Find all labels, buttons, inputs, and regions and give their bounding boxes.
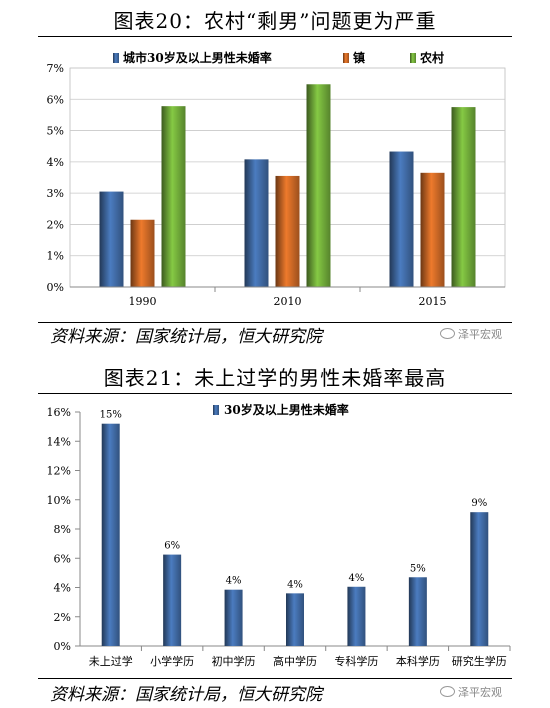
- chart1-bar: [306, 84, 331, 287]
- chart2-x-tick-label: 初中学历: [212, 654, 256, 668]
- chart2-bar: [224, 589, 243, 646]
- chart1-x-tick-label: 2015: [419, 295, 447, 308]
- chart2-watermark-text: 泽平宏观: [458, 686, 502, 699]
- chart2-bar: [163, 554, 182, 646]
- chart1-y-tick-label: 7%: [47, 62, 64, 75]
- chart1-y-tick-label: 1%: [47, 250, 64, 263]
- chart1-y-tick-label: 0%: [47, 281, 64, 294]
- chart2-title-rule: [38, 393, 512, 394]
- chart1-watermark-text: 泽平宏观: [458, 328, 502, 341]
- chart2-x-tick-label: 研究生学历: [452, 654, 507, 668]
- chart1-bar: [389, 151, 414, 287]
- chart1-legend-swatch: [410, 53, 416, 63]
- chart2-x-tick-label: 本科学历: [396, 654, 440, 668]
- chart2-title: 图表21：未上过学的男性未婚率最高: [103, 366, 447, 390]
- chart2-y-tick-label: 0%: [54, 640, 71, 653]
- chart1-watermark: 泽平宏观: [440, 326, 502, 342]
- chart2-bar: [286, 593, 304, 646]
- chart2-x-tick-label: 小学学历: [150, 654, 194, 668]
- chart2-bottom-rule: [38, 678, 512, 679]
- chart1-y-tick-label: 6%: [47, 93, 64, 106]
- chart2-x-tick-label: 未上过学: [89, 654, 133, 668]
- chart1-x-tick-label: 2010: [274, 295, 302, 308]
- chart1-bar: [244, 159, 269, 287]
- chart2-data-label: 4%: [287, 579, 303, 590]
- chart1-legend-label: 城市30岁及以上男性未婚率: [123, 50, 272, 65]
- chart2-data-label: 15%: [100, 410, 122, 421]
- chart2-y-tick-label: 2%: [54, 611, 71, 624]
- chart1-y-tick-label: 4%: [47, 156, 64, 169]
- chart2-y-tick-label: 14%: [47, 435, 71, 448]
- chart2-y-tick-label: 12%: [47, 465, 71, 478]
- chart1-title: 图表20：农村“剩男”问题更为严重: [113, 9, 437, 33]
- chart2-data-label: 6%: [164, 541, 180, 552]
- chart2-bar: [347, 586, 366, 646]
- chart1-source: 资料来源：国家统计局，恒大研究院: [50, 327, 322, 347]
- chart2-y-tick-label: 10%: [47, 494, 71, 507]
- chart1-title-rule: [38, 36, 512, 37]
- chart2-watermark: 泽平宏观: [440, 684, 502, 700]
- wechat-icon: [440, 686, 455, 697]
- chart1-legend-label: 农村: [419, 50, 444, 65]
- chart1-bar: [451, 107, 476, 287]
- chart1-bar: [161, 106, 186, 287]
- chart2-x-tick-label: 高中学历: [273, 654, 317, 668]
- chart1-y-tick-label: 5%: [47, 125, 64, 138]
- chart2-data-label: 9%: [471, 498, 487, 509]
- chart1-legend-swatch: [343, 53, 349, 63]
- chart2-legend-swatch: [213, 405, 219, 415]
- chart2-data-label: 4%: [348, 573, 364, 584]
- chart2-y-tick-label: 6%: [54, 552, 71, 565]
- chart1-legend-swatch: [113, 53, 119, 63]
- chart2-bar: [408, 577, 427, 646]
- wechat-icon: [440, 328, 455, 339]
- chart2-bar: [101, 423, 120, 646]
- chart2-y-tick-label: 16%: [47, 406, 71, 419]
- chart1-bar: [99, 191, 124, 287]
- chart2-legend-label: 30岁及以上男性未婚率: [224, 402, 349, 417]
- chart2-x-tick-label: 专科学历: [334, 654, 378, 668]
- chart1-x-tick-label: 1990: [129, 295, 157, 308]
- chart1-y-tick-label: 3%: [47, 187, 64, 200]
- chart2-bar: [470, 512, 489, 646]
- chart1-y-tick-label: 2%: [47, 218, 64, 231]
- chart2-svg: 0% 2% 4% 6% 8% 10% 12% 14% 16% 15% 未上过学 6% 小学学历 4% 初中学…: [47, 402, 511, 668]
- chart1-bar: [420, 172, 445, 287]
- chart2-data-label: 4%: [226, 576, 242, 587]
- chart2-source: 资料来源：国家统计局，恒大研究院: [50, 685, 322, 705]
- chart1-legend-label: 镇: [353, 50, 365, 65]
- chart2-data-label: 5%: [410, 563, 426, 574]
- chart1-bottom-rule: [38, 322, 512, 323]
- chart2-y-tick-label: 4%: [54, 582, 71, 595]
- chart1-svg: 0% 1% 2% 3% 4% 5% 6% 7% 1990 2010 2015 城市30岁及以上男性未婚…: [47, 50, 506, 308]
- chart1-bar: [275, 175, 300, 287]
- chart2-y-tick-label: 8%: [54, 523, 71, 536]
- chart1-bar: [130, 219, 155, 287]
